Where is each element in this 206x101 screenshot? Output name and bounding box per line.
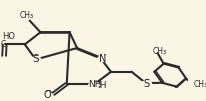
Text: O: O [43,90,51,100]
Text: S: S [143,79,149,89]
Text: CH₃: CH₃ [19,11,33,20]
Circle shape [88,82,99,88]
Text: N: N [99,54,106,64]
Text: S: S [32,55,39,65]
Text: S: S [143,79,149,89]
Text: CH₃: CH₃ [193,80,206,89]
Text: O: O [44,90,52,100]
Circle shape [30,57,41,62]
Circle shape [42,93,52,98]
Text: NH: NH [92,81,106,90]
Circle shape [140,81,151,87]
Text: S: S [32,55,39,65]
Text: NH: NH [87,80,101,89]
Text: C: C [1,40,6,49]
Text: HO: HO [2,32,15,41]
Text: CH₃: CH₃ [152,47,166,56]
Circle shape [97,56,108,61]
Text: N: N [99,54,106,64]
